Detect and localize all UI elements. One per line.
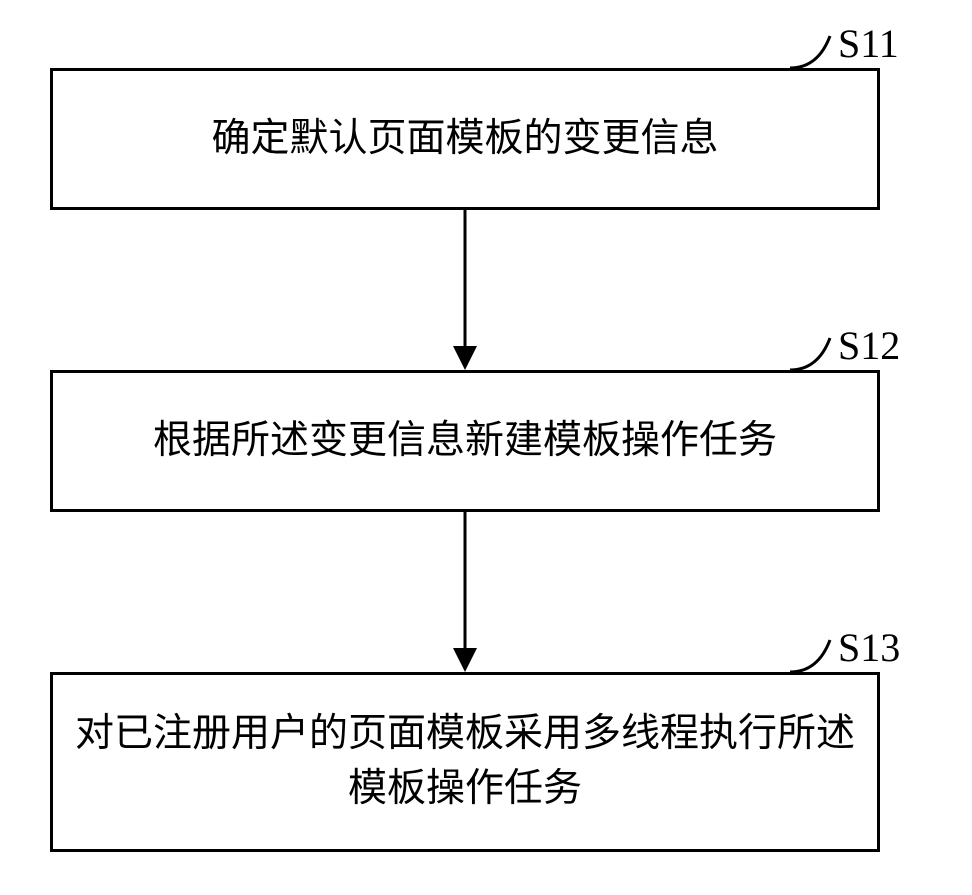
step-label-s11: S11	[838, 20, 899, 67]
flowchart-container: 确定默认页面模板的变更信息 S11 根据所述变更信息新建模板操作任务 S12 对…	[50, 20, 922, 875]
flow-arrow-head	[453, 648, 477, 672]
flow-arrow	[464, 512, 467, 650]
flow-node-s11: 确定默认页面模板的变更信息	[50, 68, 880, 210]
flow-node-s12: 根据所述变更信息新建模板操作任务	[50, 370, 880, 512]
flow-node-s13: 对已注册用户的页面模板采用多线程执行所述模板操作任务	[50, 672, 880, 852]
flow-node-text: 根据所述变更信息新建模板操作任务	[153, 414, 777, 469]
flow-arrow	[464, 210, 467, 348]
flow-node-text: 对已注册用户的页面模板采用多线程执行所述模板操作任务	[73, 707, 857, 816]
flow-arrow-head	[453, 346, 477, 370]
flow-node-text: 确定默认页面模板的变更信息	[211, 112, 718, 167]
step-label-s13: S13	[838, 624, 900, 671]
step-label-s12: S12	[838, 322, 900, 369]
